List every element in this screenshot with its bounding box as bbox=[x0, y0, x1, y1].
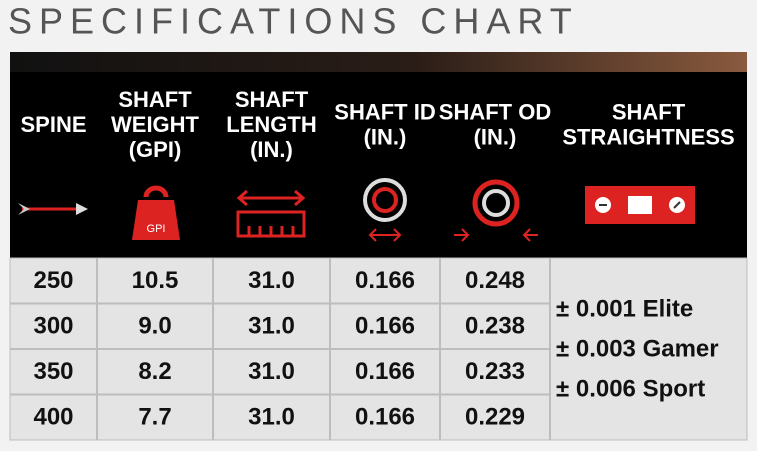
table-cell: 400 bbox=[33, 404, 73, 431]
table-cell: 0.233 bbox=[465, 358, 525, 385]
column-header: SHAFT bbox=[118, 87, 192, 112]
column-header: SHAFT bbox=[612, 99, 686, 124]
table-cell: 250 bbox=[33, 267, 73, 294]
od-icon bbox=[454, 179, 538, 242]
weight-icon: GPI bbox=[132, 185, 180, 240]
table-cell: 31.0 bbox=[248, 313, 295, 340]
arrow-icon bbox=[18, 203, 88, 215]
table-cell: 0.238 bbox=[465, 313, 525, 340]
table-cell: 0.248 bbox=[465, 267, 525, 294]
table-cell: 7.7 bbox=[138, 404, 171, 431]
table-cell: 0.166 bbox=[355, 404, 415, 431]
column-header: (IN.) bbox=[250, 137, 293, 162]
table-cell: 300 bbox=[33, 313, 73, 340]
column-header: SHAFT OD bbox=[439, 99, 551, 124]
table-cell: 31.0 bbox=[248, 358, 295, 385]
table-cell: 0.166 bbox=[355, 267, 415, 294]
column-header: SPINE bbox=[20, 112, 86, 137]
table-cell: 31.0 bbox=[248, 267, 295, 294]
table-cell: 0.166 bbox=[355, 358, 415, 385]
length-icon bbox=[236, 189, 306, 238]
header-band bbox=[10, 52, 747, 258]
table-cell: 8.2 bbox=[138, 358, 171, 385]
table-cell: 31.0 bbox=[248, 404, 295, 431]
straightness-value: ± 0.006 Sport bbox=[556, 375, 705, 402]
table-cell: 10.5 bbox=[132, 267, 179, 294]
column-header: STRAIGHTNESS bbox=[562, 124, 734, 149]
straightness-value: ± 0.001 Elite bbox=[556, 295, 693, 322]
column-header: (IN.) bbox=[364, 124, 407, 149]
column-header: SHAFT ID bbox=[334, 99, 435, 124]
column-header: (IN.) bbox=[474, 124, 517, 149]
straightness-value: ± 0.003 Gamer bbox=[556, 335, 719, 362]
column-header: WEIGHT bbox=[111, 112, 200, 137]
column-header: (GPI) bbox=[129, 137, 182, 162]
level-icon bbox=[585, 186, 695, 224]
icons: GPI bbox=[18, 178, 695, 242]
table-cell: 0.229 bbox=[465, 404, 525, 431]
table-cell: 350 bbox=[33, 358, 73, 385]
column-header: LENGTH bbox=[226, 112, 316, 137]
table-cell: 9.0 bbox=[138, 313, 171, 340]
table-cell: 0.166 bbox=[355, 313, 415, 340]
weight-icon-label: GPI bbox=[147, 223, 166, 235]
header-gradient bbox=[10, 52, 747, 72]
id-icon bbox=[363, 178, 407, 242]
page-title: SPECIFICATIONS CHART bbox=[8, 1, 579, 42]
column-header: SHAFT bbox=[235, 87, 309, 112]
